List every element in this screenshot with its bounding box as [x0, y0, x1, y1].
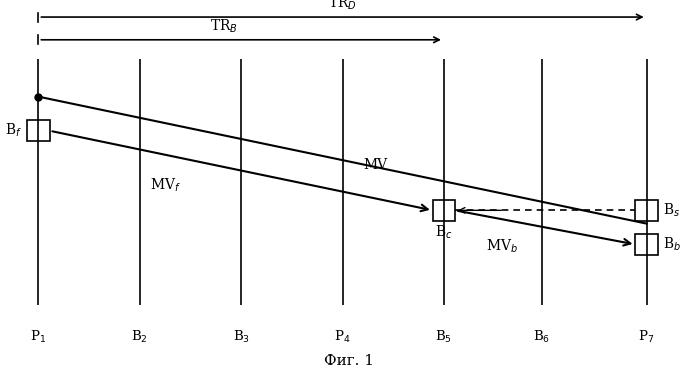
Text: P$_1$: P$_1$ — [31, 329, 46, 345]
Text: TR$_D$: TR$_D$ — [328, 0, 357, 12]
Text: MV$_b$: MV$_b$ — [486, 238, 518, 255]
Text: B$_s$: B$_s$ — [663, 202, 681, 219]
Text: MV: MV — [363, 158, 388, 172]
Text: B$_f$: B$_f$ — [5, 122, 22, 139]
Text: P$_7$: P$_7$ — [638, 329, 655, 345]
Text: B$_2$: B$_2$ — [131, 329, 148, 345]
Text: P$_4$: P$_4$ — [334, 329, 351, 345]
Text: MV$_f$: MV$_f$ — [150, 177, 181, 194]
Text: Фиг. 1: Фиг. 1 — [324, 354, 375, 368]
Text: B$_3$: B$_3$ — [233, 329, 250, 345]
Text: B$_c$: B$_c$ — [435, 224, 452, 241]
Text: TR$_B$: TR$_B$ — [210, 17, 238, 35]
Text: B$_b$: B$_b$ — [663, 236, 682, 253]
Text: B$_5$: B$_5$ — [435, 329, 452, 345]
Text: B$_6$: B$_6$ — [533, 329, 550, 345]
